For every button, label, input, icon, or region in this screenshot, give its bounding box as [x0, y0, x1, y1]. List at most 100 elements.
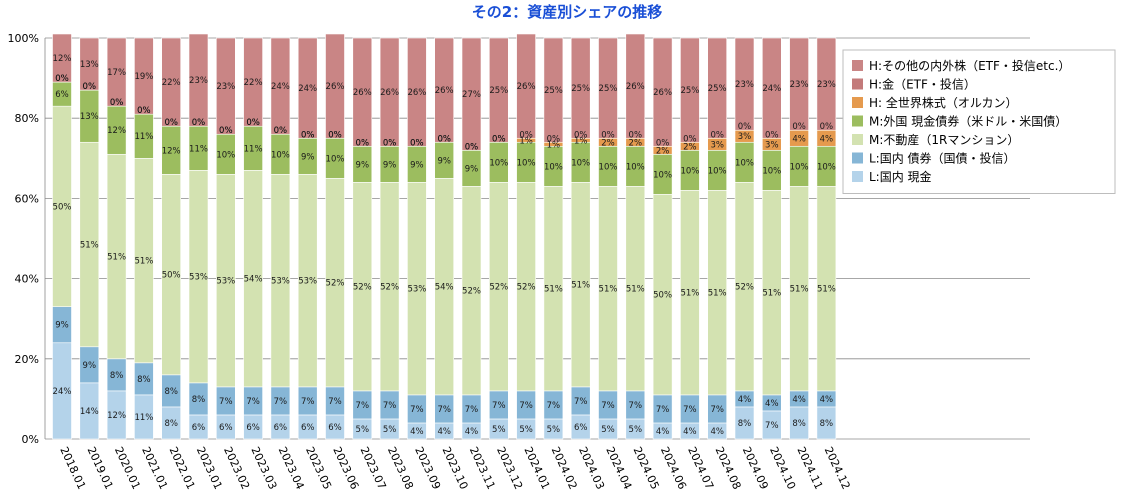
data-label: 7% — [437, 405, 451, 415]
legend-label[interactable]: H:金（ETF・投信） — [869, 77, 976, 92]
data-label: 26% — [407, 88, 426, 98]
data-label: 4% — [820, 395, 834, 405]
x-tick-label: 2023.12 — [494, 445, 525, 492]
data-label: 0% — [410, 138, 424, 148]
data-label: 4% — [656, 427, 670, 437]
data-label: 10% — [653, 170, 672, 180]
data-label: 12% — [53, 54, 72, 64]
data-label: 54% — [244, 275, 263, 285]
data-label: 6% — [274, 423, 288, 433]
data-label: 10% — [544, 162, 563, 172]
data-label: 10% — [216, 150, 235, 160]
data-label: 51% — [790, 285, 809, 295]
data-label: 4% — [792, 395, 806, 405]
data-label: 4% — [465, 427, 479, 437]
x-tick-label: 2023.11 — [467, 445, 498, 492]
data-label: 6% — [301, 423, 315, 433]
data-label: 10% — [571, 158, 590, 168]
data-label: 0% — [492, 134, 506, 144]
data-label: 51% — [80, 241, 99, 251]
bar-segment — [816, 37, 837, 131]
legend[interactable]: H:その他の内外株（ETF・投信etc.） H:金（ETF・投信） H: 全世界株式… — [842, 49, 1116, 194]
data-label: 6% — [574, 423, 588, 433]
x-tick-label: 2022.01 — [166, 445, 197, 492]
legend-label[interactable]: H:その他の内外株（ETF・投信etc.） — [869, 58, 1070, 73]
legend-swatch[interactable] — [852, 60, 863, 71]
data-label: 0% — [738, 122, 752, 132]
data-label: 0% — [274, 126, 288, 136]
data-label: 24% — [762, 84, 781, 94]
data-label: 52% — [326, 279, 345, 289]
data-label: 7% — [765, 421, 779, 431]
data-label: 3% — [738, 132, 752, 142]
legend-label[interactable]: M:不動産（1Rマンション） — [869, 132, 1019, 147]
y-tick-label: 60% — [15, 192, 39, 205]
data-label: 25% — [680, 86, 699, 96]
data-label: 0% — [465, 142, 479, 152]
data-label: 10% — [599, 162, 618, 172]
y-tick-label: 80% — [15, 112, 39, 125]
bar-segment — [570, 37, 591, 139]
data-label: 8% — [164, 419, 178, 429]
data-labels: 24% 9% 50% 6% 0% 0% 12% 14% 9% 51% 13% 0% 0% 13% 12% 8%… — [53, 54, 836, 437]
x-tick-label: 2018.01 — [57, 445, 88, 492]
x-tick-label: 2021.01 — [139, 445, 170, 492]
legend-swatch[interactable] — [852, 134, 863, 145]
data-label: 12% — [107, 411, 126, 421]
data-label: 0% — [410, 138, 424, 148]
legend-label[interactable]: L:国内 債券（国債・投信） — [869, 151, 1016, 166]
data-label: 0% — [437, 134, 451, 144]
data-label: 0% — [465, 142, 479, 152]
data-label: 5% — [356, 425, 370, 435]
data-label: 5% — [629, 425, 643, 435]
data-label: 0% — [328, 130, 342, 140]
data-label: 7% — [219, 397, 233, 407]
data-label: 8% — [738, 419, 752, 429]
legend-swatch[interactable] — [852, 115, 863, 127]
x-tick-label: 2024.03 — [576, 445, 607, 492]
bar-segment — [106, 37, 127, 107]
data-label: 7% — [547, 401, 561, 411]
data-label: 9% — [437, 156, 451, 166]
legend-swatch[interactable] — [852, 97, 863, 108]
data-label: 22% — [244, 78, 263, 88]
x-tick-label: 2023.10 — [439, 445, 470, 492]
data-label: 10% — [680, 166, 699, 176]
bar-segment — [461, 37, 482, 151]
legend-swatch[interactable] — [852, 171, 863, 182]
data-label: 52% — [353, 283, 372, 293]
data-label: 12% — [162, 146, 181, 156]
data-label: 3% — [710, 140, 724, 150]
data-label: 5% — [547, 425, 561, 435]
data-label: 2% — [656, 146, 670, 156]
data-label: 7% — [410, 405, 424, 415]
data-label: 7% — [465, 405, 479, 415]
data-label: 0% — [792, 122, 806, 132]
x-tick-label: 2024.11 — [794, 445, 825, 492]
legend-swatch[interactable] — [852, 152, 863, 164]
legend-label[interactable]: H: 全世界株式（オルカン） — [869, 95, 1018, 110]
data-label: 8% — [164, 387, 178, 397]
data-label: 10% — [790, 162, 809, 172]
legend-label[interactable]: M:外国 現金債券（米ドル・米国債） — [869, 114, 1067, 129]
data-label: 7% — [683, 405, 697, 415]
x-tick-label: 2024.08 — [712, 445, 743, 492]
data-label: 10% — [489, 158, 508, 168]
data-label: 25% — [489, 86, 508, 96]
data-label: 52% — [462, 287, 481, 297]
y-tick-label: 0% — [22, 433, 39, 446]
legend-label[interactable]: L:国内 現金 — [869, 169, 932, 184]
x-tick-label: 2024.10 — [767, 445, 798, 492]
data-label: 0% — [437, 134, 451, 144]
bar-segment — [680, 37, 700, 143]
legend-swatch[interactable] — [852, 78, 863, 90]
data-label: 0% — [110, 98, 124, 108]
y-tick-label: 100% — [8, 32, 39, 45]
data-label: 50% — [162, 271, 181, 281]
data-label: 4% — [738, 395, 752, 405]
bar-segment — [407, 37, 427, 147]
x-tick-label: 2023.05 — [303, 445, 334, 492]
bar-segment — [297, 37, 318, 139]
data-label: 4% — [437, 427, 451, 437]
data-label: 7% — [710, 405, 724, 415]
